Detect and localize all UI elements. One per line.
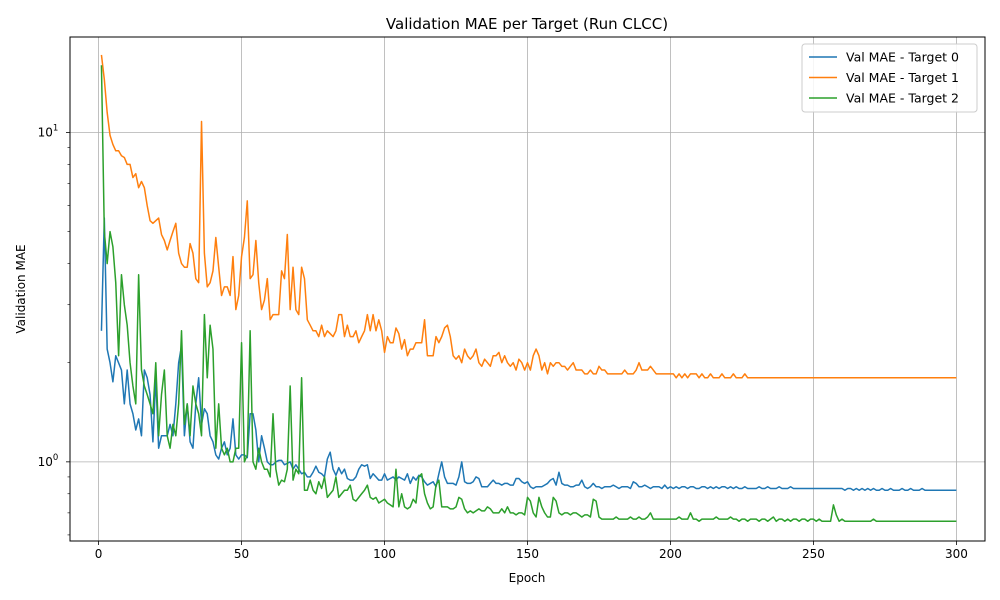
legend-label: Val MAE - Target 2: [846, 91, 959, 106]
x-tick-label: 200: [659, 547, 682, 561]
series-line-target-1: [100, 54, 957, 379]
x-tick-label: 50: [234, 547, 249, 561]
legend-box: [801, 43, 978, 113]
x-axis-title: Epoch: [509, 571, 546, 585]
x-axis: 0 50 100 150 200 250 300: [95, 541, 968, 561]
chart-title: Validation MAE per Target (Run CLCC): [386, 15, 668, 33]
legend-label: Val MAE - Target 1: [846, 70, 959, 85]
x-tick-label: 250: [802, 547, 825, 561]
series-line-target-2: [100, 65, 957, 523]
y-axis-title: Validation MAE: [14, 244, 28, 333]
x-tick-label: 100: [373, 547, 396, 561]
y-tick-label: 101: [38, 124, 59, 140]
x-tick-label: 0: [95, 547, 103, 561]
x-tick-label: 300: [945, 547, 968, 561]
legend: Val MAE - Target 0 Val MAE - Target 1 Val …: [801, 43, 978, 113]
series-line-target-0: [100, 217, 957, 491]
legend-label: Val MAE - Target 0: [846, 50, 959, 65]
y-tick-label: 100: [38, 453, 59, 469]
series-layer: [100, 54, 957, 523]
x-tick-label: 150: [516, 547, 539, 561]
grid: [70, 37, 985, 541]
y-axis: 100 101: [38, 124, 70, 536]
